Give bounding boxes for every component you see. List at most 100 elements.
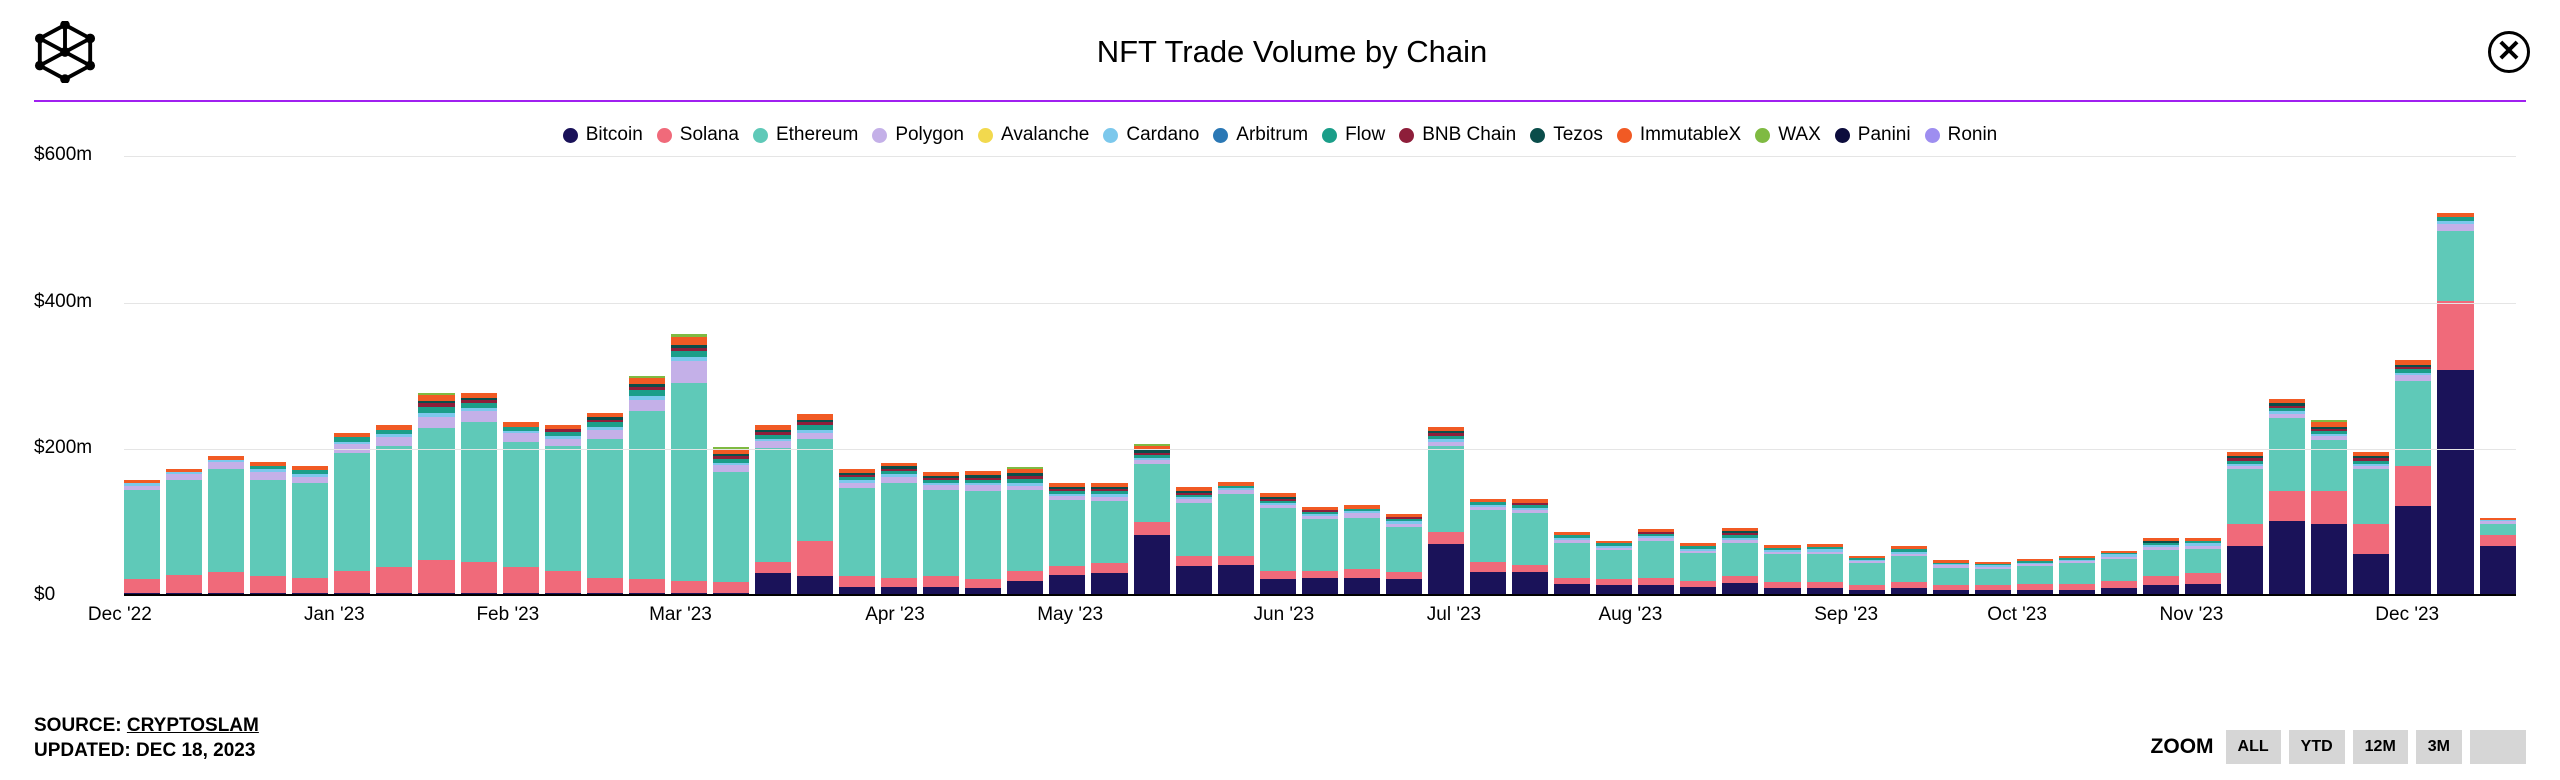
legend-item[interactable]: Cardano (1103, 124, 1199, 146)
legend-item[interactable]: Ronin (1925, 124, 1998, 146)
bar-segment (1049, 500, 1085, 566)
legend-item[interactable]: ImmutableX (1617, 124, 1741, 146)
legend-swatch-icon (657, 128, 672, 143)
bar[interactable] (1512, 499, 1548, 594)
bar[interactable] (713, 447, 749, 594)
bar[interactable] (881, 463, 917, 594)
bar[interactable] (292, 466, 328, 594)
legend-swatch-icon (1925, 128, 1940, 143)
legend-item[interactable]: WAX (1755, 124, 1821, 146)
bar-segment (1049, 566, 1085, 575)
bar-segment (1428, 446, 1464, 533)
bar[interactable] (2353, 452, 2389, 594)
bar[interactable] (2017, 559, 2053, 594)
legend-item[interactable]: Polygon (872, 124, 964, 146)
bar[interactable] (2185, 538, 2221, 594)
bar[interactable] (208, 456, 244, 594)
bar-segment (292, 483, 328, 578)
bar[interactable] (1302, 507, 1338, 594)
legend-label: ImmutableX (1640, 124, 1741, 146)
bar[interactable] (1849, 556, 1885, 594)
bar[interactable] (1470, 499, 1506, 594)
legend-item[interactable]: Ethereum (753, 124, 858, 146)
legend-swatch-icon (1755, 128, 1770, 143)
bar[interactable] (1680, 543, 1716, 594)
bar[interactable] (1176, 487, 1212, 594)
bar[interactable] (923, 472, 959, 594)
legend-item[interactable]: Bitcoin (563, 124, 643, 146)
bar[interactable] (2227, 452, 2263, 594)
legend-label: Polygon (895, 124, 964, 146)
bar[interactable] (418, 393, 454, 594)
legend-item[interactable]: Tezos (1530, 124, 1603, 146)
footer: SOURCE: CRYPTOSLAM UPDATED: DEC 18, 2023… (34, 713, 2526, 764)
bar[interactable] (1091, 483, 1127, 594)
bar-segment (1470, 572, 1506, 594)
source-link[interactable]: CRYPTOSLAM (127, 715, 259, 736)
bar[interactable] (1218, 482, 1254, 594)
bar[interactable] (124, 480, 160, 594)
bar[interactable] (1007, 467, 1043, 595)
legend-item[interactable]: Solana (657, 124, 739, 146)
close-button[interactable]: ✕ (2488, 31, 2530, 73)
bar[interactable] (1049, 483, 1085, 594)
legend-label: Cardano (1126, 124, 1199, 146)
bar[interactable] (755, 425, 791, 594)
bar[interactable] (1638, 529, 1674, 594)
bar-segment (1007, 490, 1043, 571)
legend-item[interactable]: Panini (1835, 124, 1911, 146)
bar[interactable] (2480, 518, 2516, 594)
bar[interactable] (2311, 420, 2347, 594)
zoom-all-button[interactable]: ALL (2226, 730, 2281, 764)
bar-segment (797, 541, 833, 576)
bar[interactable] (629, 376, 665, 594)
bar[interactable] (1764, 545, 1800, 594)
zoom-3m-button[interactable]: 3M (2416, 730, 2462, 764)
bar[interactable] (2101, 551, 2137, 594)
bar[interactable] (1807, 544, 1843, 594)
bar-segment (1722, 543, 1758, 576)
bar[interactable] (2143, 538, 2179, 594)
bar[interactable] (166, 469, 202, 594)
legend-item[interactable]: Flow (1322, 124, 1385, 146)
bar[interactable] (671, 334, 707, 594)
bar[interactable] (1554, 532, 1590, 594)
bar[interactable] (376, 425, 412, 594)
bar[interactable] (1428, 427, 1464, 594)
zoom-12m-button[interactable]: 12M (2353, 730, 2408, 764)
legend-item[interactable]: Avalanche (978, 124, 1089, 146)
bar[interactable] (334, 433, 370, 594)
bar-segment (1764, 554, 1800, 582)
bar[interactable] (2395, 360, 2431, 594)
bar[interactable] (2059, 556, 2095, 594)
bar[interactable] (250, 462, 286, 594)
bar[interactable] (839, 469, 875, 594)
bar[interactable] (1933, 560, 1969, 594)
bar[interactable] (1344, 505, 1380, 594)
bar[interactable] (1975, 562, 2011, 594)
zoom-ytd-button[interactable]: YTD (2289, 730, 2345, 764)
bar[interactable] (503, 422, 539, 594)
bar-segment (2143, 550, 2179, 576)
legend-item[interactable]: Arbitrum (1213, 124, 1308, 146)
bar[interactable] (1134, 444, 1170, 594)
bar[interactable] (965, 471, 1001, 594)
bar[interactable] (1596, 541, 1632, 594)
bar[interactable] (2269, 399, 2305, 594)
bar[interactable] (587, 413, 623, 594)
bar-segment (587, 430, 623, 439)
legend-item[interactable]: BNB Chain (1399, 124, 1516, 146)
brand-logo-icon (34, 21, 96, 83)
bar[interactable] (1891, 546, 1927, 594)
zoom-empty-button[interactable] (2470, 730, 2526, 764)
bar[interactable] (1260, 493, 1296, 594)
bar[interactable] (1386, 514, 1422, 594)
bar[interactable] (1722, 528, 1758, 594)
bar-segment (1260, 579, 1296, 594)
bar-segment (1638, 578, 1674, 585)
bar-segment (755, 573, 791, 594)
bar[interactable] (461, 393, 497, 594)
bar[interactable] (2437, 213, 2473, 594)
bar[interactable] (797, 414, 833, 594)
bar-segment (250, 472, 286, 479)
